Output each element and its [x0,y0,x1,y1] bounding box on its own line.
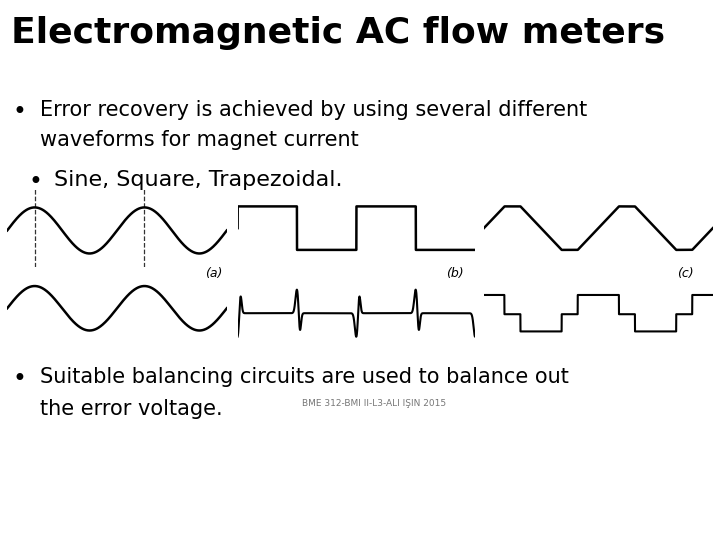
Text: Suitable balancing circuits are used to balance out: Suitable balancing circuits are used to … [40,367,569,387]
Text: (a): (a) [205,267,222,280]
Text: (c): (c) [677,267,693,280]
Text: Sine, Square, Trapezoidal.: Sine, Square, Trapezoidal. [54,170,343,190]
Text: (b): (b) [446,267,464,280]
Text: •: • [13,367,27,391]
Text: •: • [29,170,42,194]
Text: •: • [13,100,27,124]
Text: Error recovery is achieved by using several different: Error recovery is achieved by using seve… [40,100,587,120]
Text: Electromagnetic AC flow meters: Electromagnetic AC flow meters [11,16,665,50]
Text: BME 312-BMI II-L3-ALI IŞIN 2015: BME 312-BMI II-L3-ALI IŞIN 2015 [302,399,446,408]
Text: the error voltage.: the error voltage. [40,399,222,418]
Text: waveforms for magnet current: waveforms for magnet current [40,130,359,150]
